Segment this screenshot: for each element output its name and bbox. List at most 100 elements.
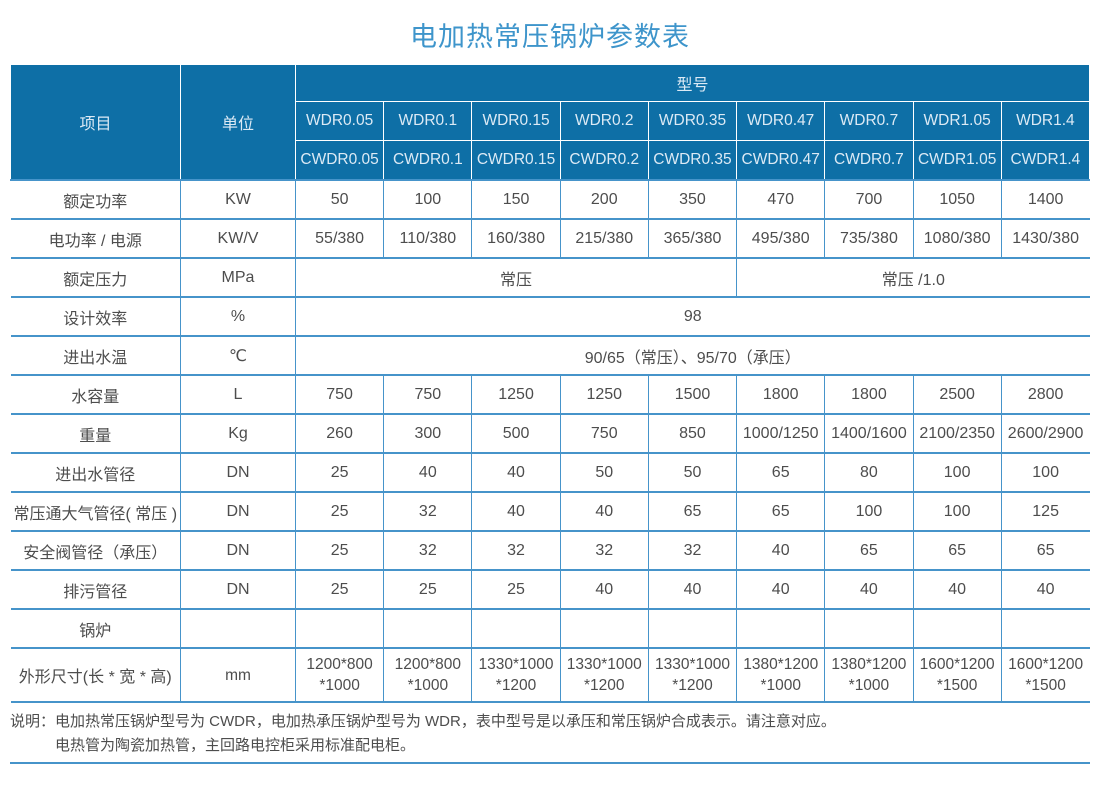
table-row: 进出水温 ℃ 90/65（常压）、95/70（承压） [10,335,1090,376]
table-row: 电功率 / 电源 KW/V 55/380 110/380 160/380 215/380 3… [10,218,1090,259]
table-cell: 100 [912,491,1002,532]
row-label: 重量 [10,413,181,454]
row-label: 外形尺寸(长 * 宽 * 高) [10,647,181,703]
table-header: 项目 单位 型号 WDR0.05 WDR0.1 WDR0.15 WDR0.2 WDR0.… [10,64,1091,181]
table-cell: 40 [383,452,473,493]
table-cell: 40 [559,569,649,610]
table-cell [736,608,826,649]
table-cell: 32 [383,530,473,571]
row-label: 锅炉 [10,608,181,649]
table-cell: 40 [471,491,561,532]
table-cell: 1600*1200 *1500 [912,647,1002,703]
table-cell: 25 [383,569,473,610]
model-header-cwdr: CWDR0.47 [736,140,826,181]
table-cell: 50 [294,179,385,220]
table-cell: 40 [912,569,1002,610]
table-cell: 65 [824,530,914,571]
table-cell: 40 [559,491,649,532]
row-unit: % [180,296,296,337]
table-cell: 32 [647,530,738,571]
table-cell: 110/380 [383,218,473,259]
model-header-cwdr: CWDR0.35 [647,140,738,181]
page-title: 电加热常压锅炉参数表 [410,22,690,52]
table-cell: 32 [383,491,473,532]
table-row: 水容量 L 750 750 1250 1250 1500 1800 1800 2500 2800 [10,374,1090,415]
table-cell [294,608,385,649]
table-cell: 65 [736,452,826,493]
table-cell: 1380*1200 *1000 [736,647,826,703]
model-header-cwdr: CWDR0.05 [294,140,385,181]
table-cell: 常压 /1.0 [736,257,1090,298]
table-cell: 25 [294,491,385,532]
table-cell: 1000/1250 [736,413,826,454]
table-cell: 65 [1000,530,1090,571]
table-cell: 1330*1000 *1200 [471,647,561,703]
wdr-model-row: WDR0.05 WDR0.1 WDR0.15 WDR0.2 WDR0.35 WDR0.47… [11,101,1091,141]
table-cell: 1400 [1000,179,1090,220]
row-label: 常压通大气管径( 常压 ) [10,491,181,532]
table-row: 排污管径 DN 25 25 25 40 40 40 40 40 40 [10,569,1090,610]
table-cell: 1800 [824,374,914,415]
table-cell: 2100/2350 [912,413,1002,454]
table-cell: 2500 [912,374,1002,415]
table-row: 常压通大气管径( 常压 ) DN 25 32 40 40 65 65 100 100 125 [10,491,1090,532]
table-cell: 150 [471,179,561,220]
table-cell: 700 [824,179,914,220]
table-cell: 80 [824,452,914,493]
row-label: 进出水管径 [10,452,181,493]
table-cell: 40 [471,452,561,493]
table-cell: 40 [736,530,826,571]
table-cell: 40 [1000,569,1090,610]
row-unit: KW/V [180,218,296,259]
model-header-wdr: WDR0.47 [736,101,826,141]
table-cell: 750 [294,374,385,415]
table-cell: 1600*1200 *1500 [1000,647,1090,703]
model-header-cwdr: CWDR0.1 [383,140,473,181]
row-unit: KW [180,179,296,220]
table-cell: 1380*1200 *1000 [824,647,914,703]
table-cell: 1250 [559,374,649,415]
table-cell: 125 [1000,491,1090,532]
table-cell: 25 [294,530,385,571]
row-label: 额定功率 [10,179,181,220]
table-cell: 25 [294,569,385,610]
table-cell: 750 [383,374,473,415]
model-header-cwdr: CWDR0.15 [471,140,561,181]
model-header-wdr: WDR1.05 [912,101,1002,141]
table-cell: 50 [559,452,649,493]
table-cell: 32 [559,530,649,571]
model-header-cwdr: CWDR0.7 [824,140,914,181]
table-cell: 65 [647,491,738,532]
row-unit: mm [180,647,296,703]
table-cell: 40 [647,569,738,610]
row-unit: MPa [180,257,296,298]
model-header-wdr: WDR0.15 [471,101,561,141]
table-cell: 735/380 [824,218,914,259]
table-cell: 2600/2900 [1000,413,1090,454]
table-cell: 215/380 [559,218,649,259]
table-row: 锅炉 [10,608,1090,649]
table-cell: 365/380 [647,218,738,259]
table-cell: 1800 [736,374,826,415]
table-cell: 90/65（常压）、95/70（承压） [295,335,1090,376]
row-label: 安全阀管径（承压） [10,530,181,571]
model-header-wdr: WDR1.4 [1000,101,1091,141]
row-unit: ℃ [180,335,296,376]
table-cell: 常压 [294,257,738,298]
row-unit [180,608,296,649]
table-body: 额定功率 KW 50 100 150 200 350 470 700 1050 1400 电功率 / … [10,179,1090,703]
table-row: 设计效率% 98 [10,296,1090,337]
table-row: 额定压力 MPa 常压 常压 /1.0 [10,257,1090,298]
table-cell: 25 [471,569,561,610]
model-header-cwdr: CWDR1.4 [1000,140,1091,181]
note-line-2: 电热管为陶瓷加热管，主回路电控柜采用标准配电柜。 [55,737,416,754]
header-row-top: 项目 单位 型号 [10,64,1090,181]
model-header-wdr: WDR0.7 [824,101,914,141]
table-cell: 1250 [471,374,561,415]
table-row: 重量 Kg 260 300 500 750 850 1000/1250 1400/1600 210… [10,413,1090,454]
row-label: 电功率 / 电源 [10,218,181,259]
model-header-wdr: WDR0.05 [294,101,385,141]
row-label: 水容量 [10,374,181,415]
table-cell: 260 [294,413,385,454]
